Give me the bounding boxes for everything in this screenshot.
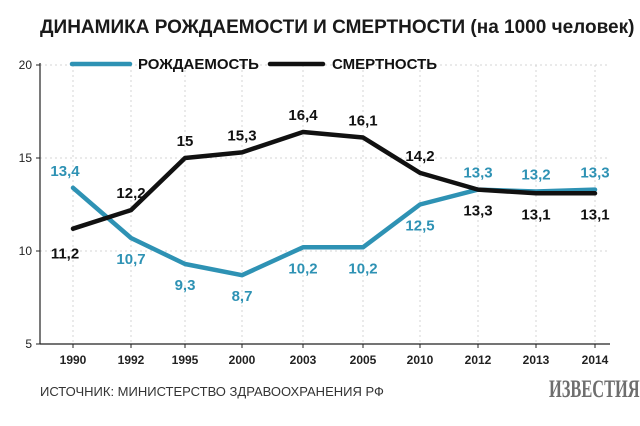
legend-birth-label: РОЖДАЕМОСТЬ (138, 56, 259, 73)
source-note: ИСТОЧНИК: МИНИСТЕРСТВО ЗДРАВООХРАНЕНИЯ Р… (40, 384, 384, 399)
birth-rate-label: 12,5 (405, 218, 434, 235)
y-tick-label: 20 (19, 58, 33, 72)
x-tick-label: 2014 (582, 353, 609, 367)
death-rate-label: 12,2 (116, 185, 145, 202)
birth-rate-label: 9,3 (175, 277, 196, 294)
data-labels: 13,4 10,7 9,3 8,7 10,2 10,2 12,5 13,3 13,2 13,3 11… (50, 107, 609, 305)
birth-rate-label: 13,4 (50, 163, 80, 180)
y-tick-label: 10 (19, 244, 33, 258)
death-rate-label: 16,4 (288, 107, 318, 124)
death-rate-label: 13,1 (521, 206, 550, 223)
series-lines (70, 129, 598, 278)
x-tick-label: 2003 (290, 353, 317, 367)
x-tick-label: 2000 (229, 353, 256, 367)
birth-rate-label: 8,7 (232, 288, 253, 305)
birth-rate-label: 13,3 (580, 165, 609, 182)
x-tick-label: 1990 (60, 353, 87, 367)
birth-rate-label: 10,7 (116, 251, 145, 268)
y-tick-label: 15 (19, 151, 33, 165)
death-rate-label: 14,2 (405, 148, 434, 165)
y-tick-label: 5 (25, 337, 32, 351)
death-rate-label: 16,1 (348, 113, 377, 130)
x-tick-label: 1995 (172, 353, 199, 367)
death-rate-label: 13,3 (463, 203, 492, 220)
death-rate-label: 13,1 (580, 206, 609, 223)
chart-title: ДИНАМИКА РОЖДАЕМОСТИ И СМЕРТНОСТИ (на 10… (40, 17, 634, 38)
x-tick-label: 2010 (407, 353, 434, 367)
x-tick-label: 2012 (465, 353, 492, 367)
legend: РОЖДАЕМОСТЬ СМЕРТНОСТЬ (69, 56, 437, 73)
x-tick-label: 2013 (523, 353, 550, 367)
death-rate-line (70, 129, 598, 231)
death-rate-label: 11,2 (51, 246, 79, 263)
legend-death-label: СМЕРТНОСТЬ (332, 56, 437, 73)
death-rate-label: 15,3 (227, 127, 256, 144)
logo-text: ИЗВЕСТИЯ (549, 375, 640, 403)
birth-rate-label: 10,2 (288, 260, 317, 277)
grid (40, 64, 610, 344)
birth-rate-label: 13,2 (521, 166, 550, 183)
birth-rate-label: 10,2 (348, 260, 377, 277)
axes: 5 10 15 20 1990 1992 1995 2000 2003 2005 2010 2012 2… (19, 58, 610, 367)
izvestia-logo: ИЗВЕСТИЯ (549, 375, 640, 403)
death-rate-label: 15 (177, 133, 194, 150)
birth-rate-line (70, 185, 598, 278)
birth-rate-label: 13,3 (463, 165, 492, 182)
x-tick-label: 1992 (118, 353, 145, 367)
x-tick-label: 2005 (350, 353, 377, 367)
